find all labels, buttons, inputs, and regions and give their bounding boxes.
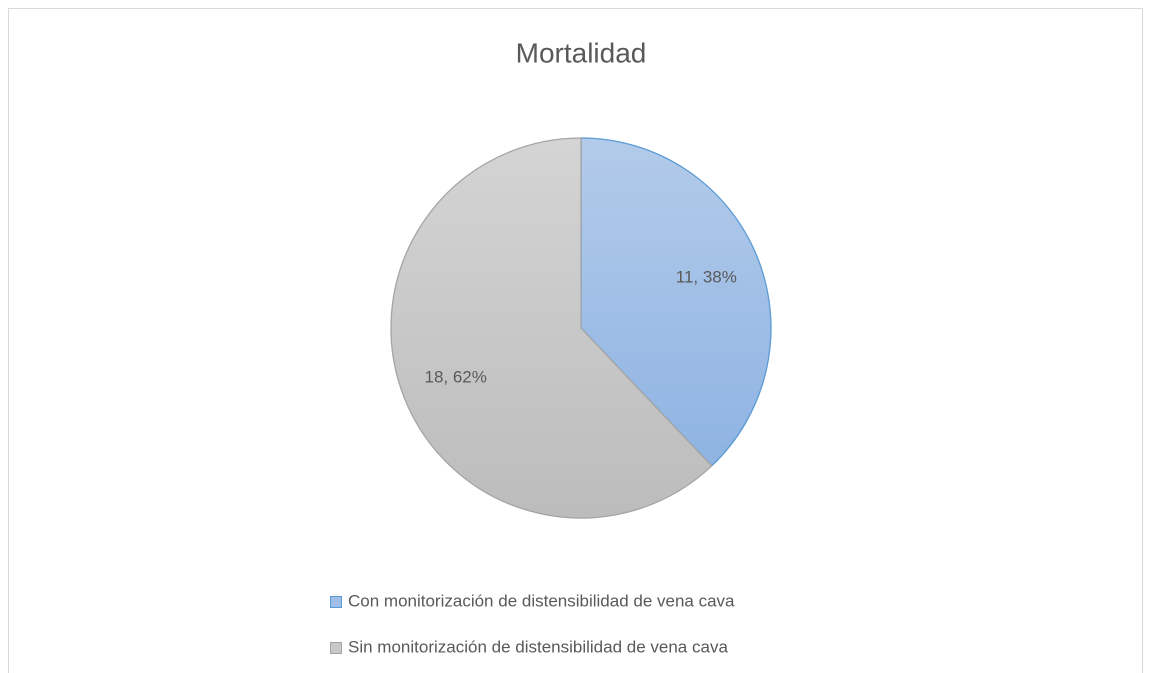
legend-label: Con monitorización de distensibilidad de… [348, 591, 735, 610]
legend-swatch [330, 642, 342, 654]
pie-slice [390, 137, 713, 519]
data-label: 11, 38% [676, 268, 737, 287]
data-label: 18, 62% [424, 367, 486, 386]
legend-label: Sin monitorización de distensibilidad de… [348, 637, 728, 656]
pie-slice [580, 137, 772, 467]
legend-swatch [330, 596, 342, 608]
chart-title: Mortalidad [516, 37, 647, 68]
